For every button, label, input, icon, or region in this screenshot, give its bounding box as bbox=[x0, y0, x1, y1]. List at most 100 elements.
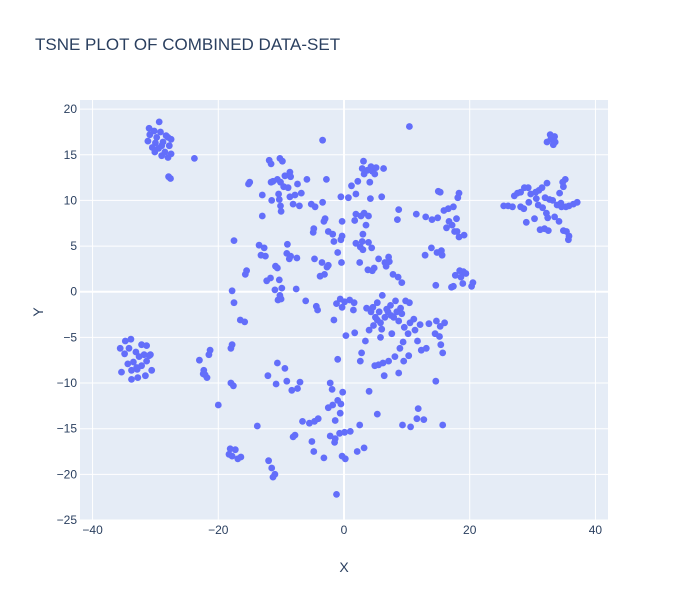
scatter-point bbox=[436, 188, 444, 196]
scatter-point bbox=[359, 230, 367, 238]
scatter-point bbox=[303, 176, 311, 183]
scatter-point bbox=[338, 218, 346, 225]
scatter-point bbox=[165, 142, 173, 150]
scatter-point bbox=[368, 244, 376, 252]
scatter-point bbox=[395, 317, 403, 325]
scatter-point bbox=[434, 214, 442, 222]
scatter-point bbox=[278, 284, 286, 292]
scatter-point bbox=[525, 198, 533, 206]
scatter-point bbox=[565, 232, 573, 240]
scatter-point bbox=[543, 179, 551, 187]
scatter-point bbox=[285, 255, 293, 263]
scatter-point bbox=[371, 170, 379, 178]
scatter-point bbox=[469, 279, 477, 286]
scatter-point bbox=[432, 377, 440, 385]
scatter-point bbox=[522, 218, 530, 226]
scatter-point bbox=[377, 319, 384, 327]
y-tick-label: 15 bbox=[64, 148, 78, 162]
scatter-point bbox=[356, 259, 364, 266]
scatter-point bbox=[302, 297, 310, 305]
scatter-point bbox=[360, 157, 367, 165]
scatter-point bbox=[453, 215, 460, 223]
scatter-point bbox=[439, 349, 447, 357]
scatter-point bbox=[318, 259, 326, 266]
scatter-point bbox=[191, 155, 198, 162]
x-tick-label: 40 bbox=[589, 523, 603, 537]
scatter-point bbox=[453, 228, 461, 235]
scatter-point bbox=[268, 197, 276, 204]
scatter-point bbox=[520, 205, 528, 213]
scatter-point bbox=[365, 212, 372, 220]
scatter-point bbox=[455, 233, 463, 241]
scatter-point bbox=[311, 203, 319, 211]
scatter-point bbox=[539, 204, 546, 212]
scatter-point bbox=[391, 353, 399, 360]
scatter-point bbox=[148, 366, 156, 374]
scatter-point bbox=[275, 196, 283, 203]
scatter-point bbox=[127, 335, 135, 343]
scatter-point bbox=[350, 306, 357, 314]
scatter-point bbox=[331, 417, 339, 424]
scatter-point bbox=[144, 137, 152, 145]
scatter-point bbox=[354, 177, 362, 185]
scatter-point bbox=[228, 341, 236, 349]
scatter-point bbox=[400, 323, 408, 331]
y-tick-label: 5 bbox=[70, 239, 77, 253]
scatter-point bbox=[445, 218, 453, 225]
data-points bbox=[116, 118, 581, 498]
scatter-point bbox=[373, 299, 381, 307]
scatter-point bbox=[462, 270, 470, 277]
scatter-point bbox=[167, 175, 174, 182]
scatter-point bbox=[294, 385, 301, 392]
y-axis-title: Y bbox=[30, 307, 46, 317]
scatter-point bbox=[357, 212, 365, 220]
scatter-point bbox=[399, 421, 406, 429]
scatter-point bbox=[196, 356, 203, 364]
scatter-point bbox=[291, 431, 299, 439]
y-tick-label: −5 bbox=[63, 330, 77, 344]
scatter-point bbox=[275, 276, 283, 284]
scatter-point bbox=[341, 428, 348, 436]
scatter-point bbox=[358, 165, 366, 172]
scatter-point bbox=[398, 310, 406, 318]
scatter-point bbox=[450, 203, 457, 211]
scatter-point bbox=[360, 170, 368, 178]
scatter-point bbox=[451, 271, 459, 279]
scatter-point bbox=[155, 118, 163, 126]
scatter-point bbox=[287, 173, 294, 181]
scatter-point bbox=[378, 325, 386, 333]
scatter-point bbox=[145, 124, 153, 132]
scatter-point bbox=[531, 215, 538, 223]
scatter-point bbox=[436, 323, 444, 330]
scatter-point bbox=[378, 292, 386, 299]
scatter-point bbox=[457, 273, 465, 281]
scatter-point bbox=[382, 262, 390, 270]
scatter-point bbox=[359, 246, 367, 254]
scatter-point bbox=[342, 332, 350, 339]
scatter-point bbox=[330, 316, 338, 324]
scatter-point bbox=[381, 313, 389, 321]
scatter-point bbox=[328, 386, 336, 393]
scatter-point bbox=[346, 428, 354, 435]
scatter-point bbox=[366, 178, 374, 186]
scatter-point bbox=[375, 255, 382, 263]
x-tick-label: −40 bbox=[82, 523, 103, 537]
scatter-point bbox=[292, 285, 300, 293]
scatter-point bbox=[413, 415, 421, 423]
scatter-point bbox=[385, 253, 392, 261]
scatter-point bbox=[230, 299, 238, 307]
scatter-point bbox=[412, 210, 420, 218]
scatter-point bbox=[351, 217, 359, 224]
scatter-point bbox=[406, 299, 413, 307]
scatter-point bbox=[378, 193, 386, 201]
scatter-point bbox=[421, 251, 429, 259]
scatter-point bbox=[337, 236, 345, 244]
scatter-point bbox=[135, 353, 143, 360]
scatter-point bbox=[306, 419, 313, 427]
scatter-point bbox=[151, 148, 159, 156]
scatter-point bbox=[293, 254, 301, 262]
y-tick-label: 0 bbox=[70, 285, 77, 299]
scatter-point bbox=[385, 357, 392, 365]
y-tick-label: −25 bbox=[57, 513, 78, 527]
y-tick-labels: −25 −20 −15 −10 −5 0 5 10 15 20 bbox=[57, 102, 78, 527]
